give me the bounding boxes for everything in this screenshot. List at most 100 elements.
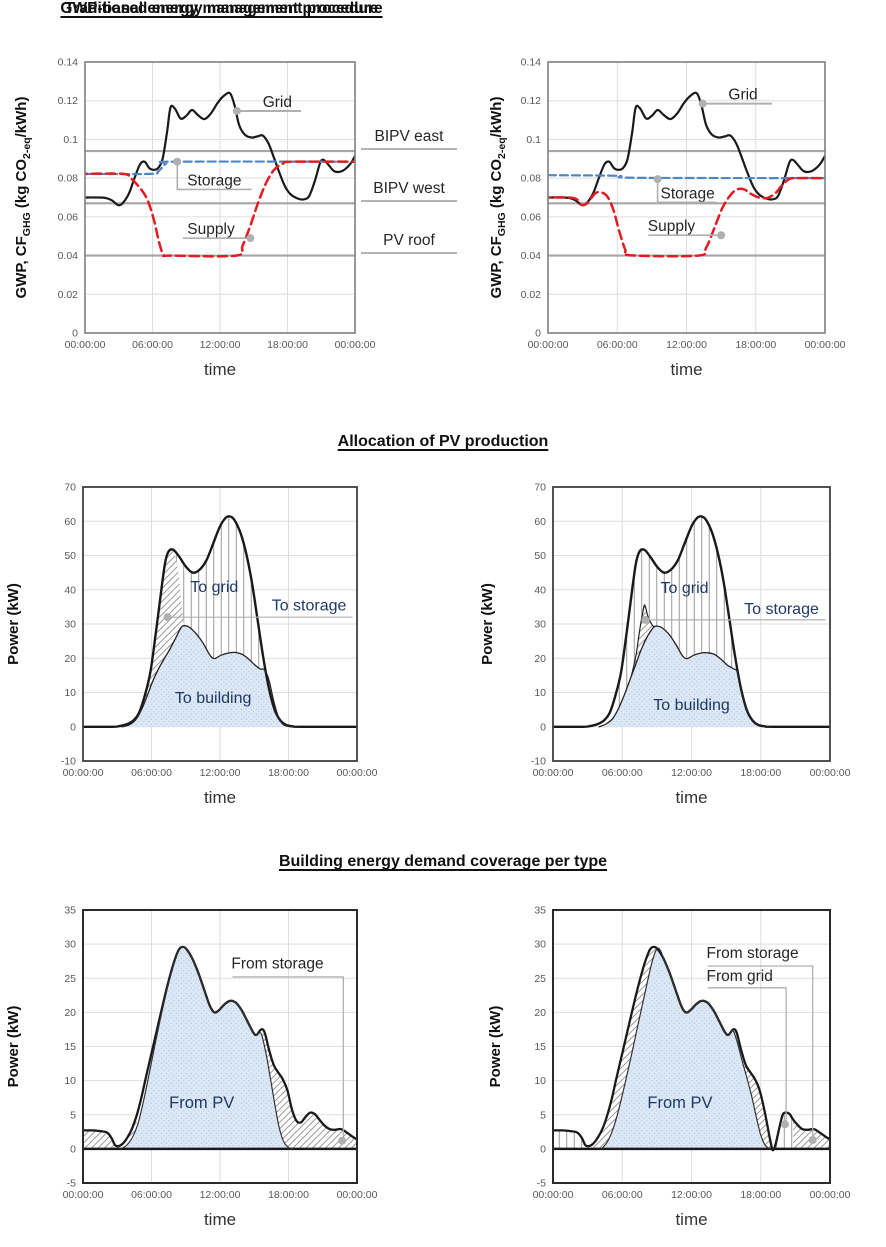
svg-text:00:00:00: 00:00:00 — [63, 1189, 104, 1201]
svg-text:Power (kW): Power (kW) — [5, 1006, 22, 1088]
title-gwp-based-procedure: GWP-based energy management procedure — [60, 0, 383, 17]
svg-text:To building: To building — [175, 690, 252, 707]
svg-text:30: 30 — [534, 619, 546, 631]
svg-text:18:00:00: 18:00:00 — [740, 767, 781, 779]
svg-text:0.08: 0.08 — [521, 173, 542, 185]
chart-coverage-gwp-based: -5 0 5 10 15 20 25 30 35 00:00:00 06:00:00 12:00:00… — [443, 882, 886, 1247]
svg-text:0.12: 0.12 — [58, 95, 79, 107]
svg-text:00:00:00: 00:00:00 — [65, 339, 106, 351]
svg-text:0: 0 — [540, 721, 546, 733]
svg-text:Supply: Supply — [648, 218, 696, 235]
svg-text:15: 15 — [64, 1041, 76, 1053]
svg-text:time: time — [204, 788, 236, 807]
svg-text:10: 10 — [534, 1075, 546, 1087]
svg-text:From grid: From grid — [707, 968, 773, 985]
svg-text:-5: -5 — [537, 1178, 546, 1190]
svg-text:0.14: 0.14 — [58, 57, 79, 69]
chart-coverage-traditional: -5 0 5 10 15 20 25 30 35 00:00:00 06:00:00 12:00:00… — [0, 882, 443, 1247]
svg-text:5: 5 — [540, 1109, 546, 1121]
svg-text:00:00:00: 00:00:00 — [337, 1189, 378, 1201]
svg-text:time: time — [675, 1210, 707, 1229]
svg-text:0.04: 0.04 — [521, 250, 542, 262]
chart-allocation-gwp-based: -10 0 10 20 30 40 50 60 70 00:00:00 06:00:00 12:00:… — [443, 458, 886, 818]
svg-text:12:00:00: 12:00:00 — [200, 767, 241, 779]
label-bipv-east: BIPV east — [361, 128, 457, 150]
svg-text:0.12: 0.12 — [521, 95, 542, 107]
svg-text:30: 30 — [64, 619, 76, 631]
svg-text:0.1: 0.1 — [63, 134, 78, 146]
svg-text:12:00:00: 12:00:00 — [671, 767, 712, 779]
svg-text:35: 35 — [534, 905, 546, 917]
svg-text:0.06: 0.06 — [521, 211, 542, 223]
svg-text:50: 50 — [64, 550, 76, 562]
svg-text:60: 60 — [534, 516, 546, 528]
svg-text:50: 50 — [534, 550, 546, 562]
svg-text:0: 0 — [72, 328, 78, 340]
svg-text:00:00:00: 00:00:00 — [335, 339, 376, 351]
svg-text:0.1: 0.1 — [526, 134, 541, 146]
svg-text:0.02: 0.02 — [58, 289, 79, 301]
svg-text:00:00:00: 00:00:00 — [810, 1189, 851, 1201]
svg-text:18:00:00: 18:00:00 — [735, 339, 776, 351]
svg-text:06:00:00: 06:00:00 — [602, 1189, 643, 1201]
svg-text:12:00:00: 12:00:00 — [200, 1189, 241, 1201]
svg-text:0: 0 — [70, 1143, 76, 1155]
svg-text:00:00:00: 00:00:00 — [810, 767, 851, 779]
svg-text:70: 70 — [64, 482, 76, 494]
svg-text:0.06: 0.06 — [58, 211, 79, 223]
svg-text:Power (kW): Power (kW) — [487, 1006, 504, 1088]
svg-text:GWP, CFGHG (kg CO2-eq/kWh): GWP, CFGHG (kg CO2-eq/kWh) — [13, 97, 33, 299]
svg-text:0.04: 0.04 — [58, 250, 79, 262]
chart-gwp-traditional: 0 0.02 0.04 0.06 0.08 0.1 0.12 0.14 00:00:00 06:0… — [0, 30, 443, 402]
svg-text:00:00:00: 00:00:00 — [337, 767, 378, 779]
svg-text:Power (kW): Power (kW) — [479, 583, 496, 665]
svg-text:To storage: To storage — [744, 601, 819, 618]
svg-text:Supply: Supply — [187, 221, 235, 238]
svg-text:00:00:00: 00:00:00 — [533, 1189, 574, 1201]
svg-text:25: 25 — [64, 973, 76, 985]
svg-text:To grid: To grid — [190, 579, 238, 596]
svg-text:00:00:00: 00:00:00 — [528, 339, 569, 351]
svg-text:Grid: Grid — [728, 87, 757, 104]
svg-text:20: 20 — [64, 653, 76, 665]
svg-text:15: 15 — [534, 1041, 546, 1053]
svg-text:18:00:00: 18:00:00 — [267, 339, 308, 351]
chart-gwp-based: 0 0.02 0.04 0.06 0.08 0.1 0.12 0.14 00:00:00 06:0… — [443, 30, 886, 402]
svg-text:00:00:00: 00:00:00 — [805, 339, 846, 351]
svg-text:40: 40 — [64, 584, 76, 596]
svg-text:time: time — [204, 1210, 236, 1229]
svg-text:time: time — [204, 360, 236, 379]
svg-text:18:00:00: 18:00:00 — [268, 767, 309, 779]
svg-text:10: 10 — [64, 1075, 76, 1087]
svg-text:30: 30 — [64, 939, 76, 951]
svg-text:12:00:00: 12:00:00 — [666, 339, 707, 351]
svg-text:-10: -10 — [61, 756, 76, 768]
svg-text:12:00:00: 12:00:00 — [671, 1189, 712, 1201]
svg-text:00:00:00: 00:00:00 — [533, 767, 574, 779]
svg-text:70: 70 — [534, 482, 546, 494]
svg-text:06:00:00: 06:00:00 — [131, 767, 172, 779]
svg-text:GWP, CFGHG (kg CO2-eq/kWh): GWP, CFGHG (kg CO2-eq/kWh) — [488, 97, 508, 299]
svg-text:20: 20 — [534, 1007, 546, 1019]
svg-text:0: 0 — [70, 721, 76, 733]
svg-text:00:00:00: 00:00:00 — [63, 767, 104, 779]
svg-text:0: 0 — [540, 1143, 546, 1155]
svg-text:40: 40 — [534, 584, 546, 596]
svg-text:20: 20 — [64, 1007, 76, 1019]
svg-text:0.08: 0.08 — [58, 173, 79, 185]
svg-text:30: 30 — [534, 939, 546, 951]
svg-text:06:00:00: 06:00:00 — [132, 339, 173, 351]
svg-text:10: 10 — [534, 687, 546, 699]
svg-text:-10: -10 — [531, 756, 546, 768]
svg-text:Grid: Grid — [263, 94, 292, 111]
svg-text:Storage: Storage — [187, 172, 241, 189]
svg-text:06:00:00: 06:00:00 — [597, 339, 638, 351]
svg-text:Storage: Storage — [661, 185, 715, 202]
svg-text:From PV: From PV — [169, 1094, 234, 1112]
svg-text:5: 5 — [70, 1109, 76, 1121]
svg-text:From PV: From PV — [647, 1094, 712, 1112]
svg-text:18:00:00: 18:00:00 — [268, 1189, 309, 1201]
title-allocation: Allocation of PV production — [337, 433, 549, 450]
svg-text:35: 35 — [64, 905, 76, 917]
